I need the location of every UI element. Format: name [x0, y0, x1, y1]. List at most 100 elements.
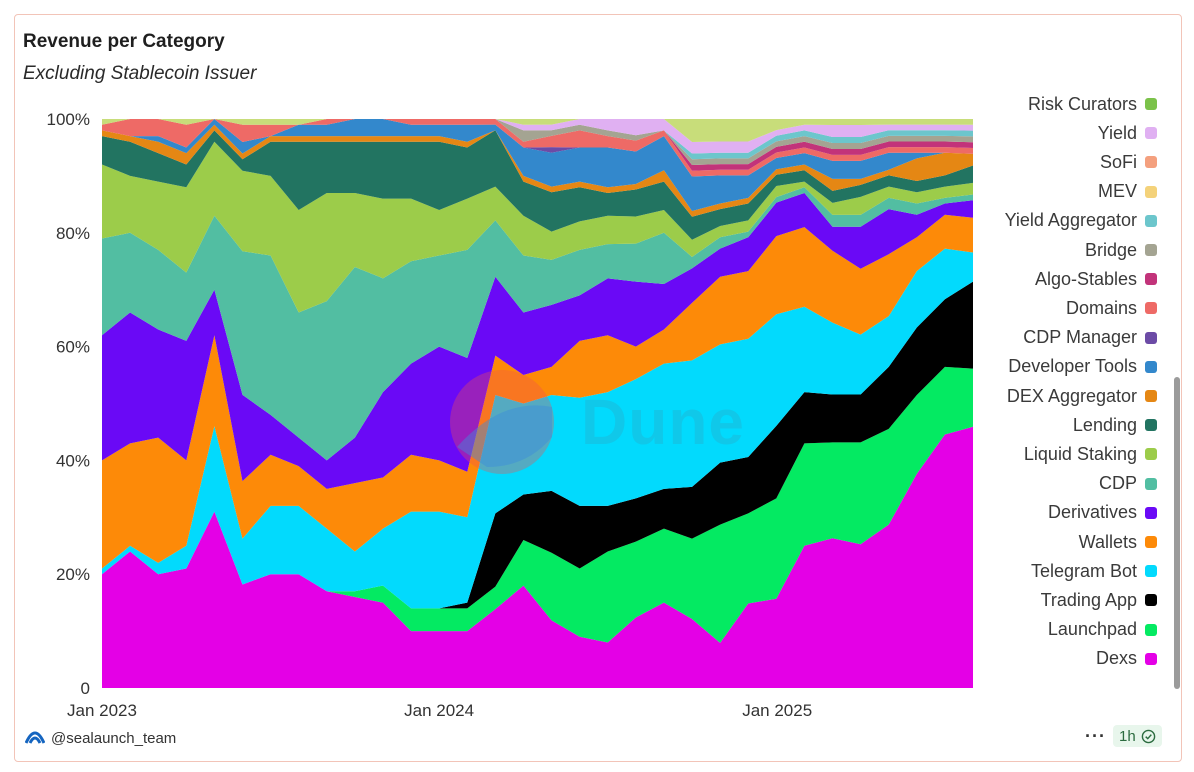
legend-swatch — [1145, 594, 1157, 607]
legend-label: CDP Manager — [1023, 327, 1137, 348]
author[interactable]: @sealaunch_team — [24, 727, 177, 749]
legend-swatch — [1145, 214, 1157, 227]
legend-swatch — [1145, 477, 1157, 490]
legend-label: Derivatives — [1047, 502, 1137, 523]
chart-subtitle: Excluding Stablecoin Issuer — [23, 63, 257, 84]
x-tick-label: Jan 2024 — [404, 701, 474, 720]
legend-item-yield[interactable]: Yield — [1098, 122, 1157, 144]
legend-label: Wallets — [1078, 531, 1137, 552]
legend-item-bridge[interactable]: Bridge — [1085, 239, 1157, 261]
series-area-liquid-staking[interactable] — [102, 141, 973, 313]
legend-label: MEV — [1097, 181, 1137, 202]
legend-item-lending[interactable]: Lending — [1073, 414, 1157, 436]
legend: Risk Curators Yield SoFi MEV Yield Aggregato… — [985, 87, 1165, 667]
legend-label: Telegram Bot — [1030, 560, 1137, 581]
legend-label: Liquid Staking — [1023, 443, 1137, 464]
legend-item-trading-app[interactable]: Trading App — [1041, 589, 1157, 611]
legend-item-mev[interactable]: MEV — [1098, 181, 1157, 203]
legend-swatch — [1145, 185, 1157, 198]
x-tick-label: Jan 2023 — [67, 701, 137, 720]
legend-scrollbar[interactable] — [1174, 377, 1180, 689]
legend-item-liquid-staking[interactable]: Liquid Staking — [1024, 443, 1157, 465]
legend-item-algo-stables[interactable]: Algo-Stables — [1035, 268, 1157, 290]
series-area-yield[interactable] — [102, 119, 973, 154]
chart-title: Revenue per Category — [23, 31, 225, 52]
legend-item-yield-aggregator[interactable]: Yield Aggregator — [1005, 210, 1157, 232]
series-area-cdp-manager[interactable] — [102, 119, 973, 177]
legend-swatch — [1145, 565, 1157, 578]
legend-label: Bridge — [1084, 239, 1137, 260]
axis-layer: 0 20% 40% 60% 80% 100% Jan 2023 Jan 2024 Jan 202… — [47, 110, 813, 720]
legend-swatch — [1145, 419, 1157, 432]
chart-card: Revenue per Category Excluding Stablecoi… — [14, 14, 1182, 762]
y-tick-label: 60% — [56, 338, 90, 357]
series-area-launchpad[interactable] — [102, 366, 973, 643]
legend-item-sofi[interactable]: SoFi — [1100, 151, 1157, 173]
series-area-telegram-bot[interactable] — [102, 248, 973, 609]
legend-item-dexs[interactable]: Dexs — [1096, 648, 1157, 667]
area-layer — [102, 119, 973, 688]
legend-swatch — [1145, 448, 1157, 461]
series-area-derivatives[interactable] — [102, 192, 973, 489]
series-area-other-light[interactable] — [102, 119, 973, 142]
legend-swatch — [1145, 156, 1157, 169]
series-area-algo-stables[interactable] — [102, 119, 973, 171]
legend-item-telegram-bot[interactable]: Telegram Bot — [1031, 560, 1157, 582]
legend-label: Developer Tools — [1008, 356, 1137, 377]
series-area-dex-aggregator[interactable] — [102, 124, 973, 217]
legend-swatch — [1145, 244, 1157, 256]
series-area-bridge[interactable] — [102, 119, 973, 165]
y-tick-label: 20% — [56, 565, 90, 584]
series-area-cdp[interactable] — [102, 187, 973, 461]
y-tick-label: 0 — [81, 679, 90, 698]
legend-label: Yield — [1097, 122, 1137, 143]
legend-item-risk-curators[interactable]: Risk Curators — [1028, 93, 1157, 115]
legend-label: Lending — [1072, 414, 1137, 435]
legend-label: Launchpad — [1047, 619, 1137, 640]
legend-item-dex-aggregator[interactable]: DEX Aggregator — [1007, 385, 1157, 407]
legend-swatch — [1145, 360, 1157, 373]
legend-label: Dexs — [1095, 648, 1137, 667]
check-circle-icon — [1141, 729, 1155, 743]
legend-swatch — [1145, 331, 1157, 344]
series-area-trading-app[interactable] — [102, 281, 973, 609]
legend-item-cdp[interactable]: CDP — [1099, 473, 1157, 495]
legend-item-cdp-manager[interactable]: CDP Manager — [1023, 327, 1157, 349]
legend-label: SoFi — [1099, 151, 1137, 172]
legend-label: Domains — [1065, 297, 1137, 318]
x-tick-label: Jan 2025 — [742, 701, 812, 720]
legend-item-launchpad[interactable]: Launchpad — [1048, 619, 1157, 641]
area-chart: 0 20% 40% 60% 80% 100% Jan 2023 Jan 2024 Jan 202… — [47, 110, 973, 720]
legend-swatch — [1145, 506, 1157, 519]
legend-label: DEX Aggregator — [1006, 385, 1137, 406]
legend-label: Risk Curators — [1027, 93, 1137, 114]
legend-swatch — [1145, 536, 1157, 548]
legend-swatch — [1145, 652, 1157, 665]
legend-swatch — [1145, 623, 1157, 636]
legend-item-derivatives[interactable]: Derivatives — [1048, 502, 1157, 524]
series-area-developer-tools[interactable] — [102, 119, 973, 211]
legend-item-developer-tools[interactable]: Developer Tools — [1008, 356, 1157, 378]
legend-label: Yield Aggregator — [1004, 210, 1137, 231]
series-area-lending[interactable] — [102, 130, 973, 240]
legend-item-domains[interactable]: Domains — [1066, 297, 1157, 319]
legend-label: Algo-Stables — [1034, 268, 1137, 289]
legend-label: CDP — [1098, 473, 1137, 494]
series-area-wallets[interactable] — [102, 214, 973, 569]
y-tick-label: 80% — [56, 224, 90, 243]
legend-swatch — [1145, 390, 1157, 402]
author-handle[interactable]: @sealaunch_team — [51, 729, 177, 747]
legend-swatch — [1145, 127, 1157, 140]
legend-swatch — [1145, 273, 1157, 286]
series-area-domains[interactable] — [102, 119, 973, 177]
legend-item-wallets[interactable]: Wallets — [1079, 531, 1157, 553]
y-tick-label: 40% — [56, 451, 90, 470]
series-area-dexs[interactable] — [102, 426, 973, 688]
legend-swatch — [1145, 302, 1157, 315]
legend-swatch — [1145, 98, 1157, 110]
refresh-badge[interactable]: 1h — [1113, 725, 1162, 747]
series-area-yield-aggregator[interactable] — [102, 119, 973, 160]
legend-label: Trading App — [1040, 589, 1137, 610]
refresh-interval: 1h — [1119, 727, 1136, 745]
more-options-button[interactable]: ··· — [1085, 726, 1106, 746]
